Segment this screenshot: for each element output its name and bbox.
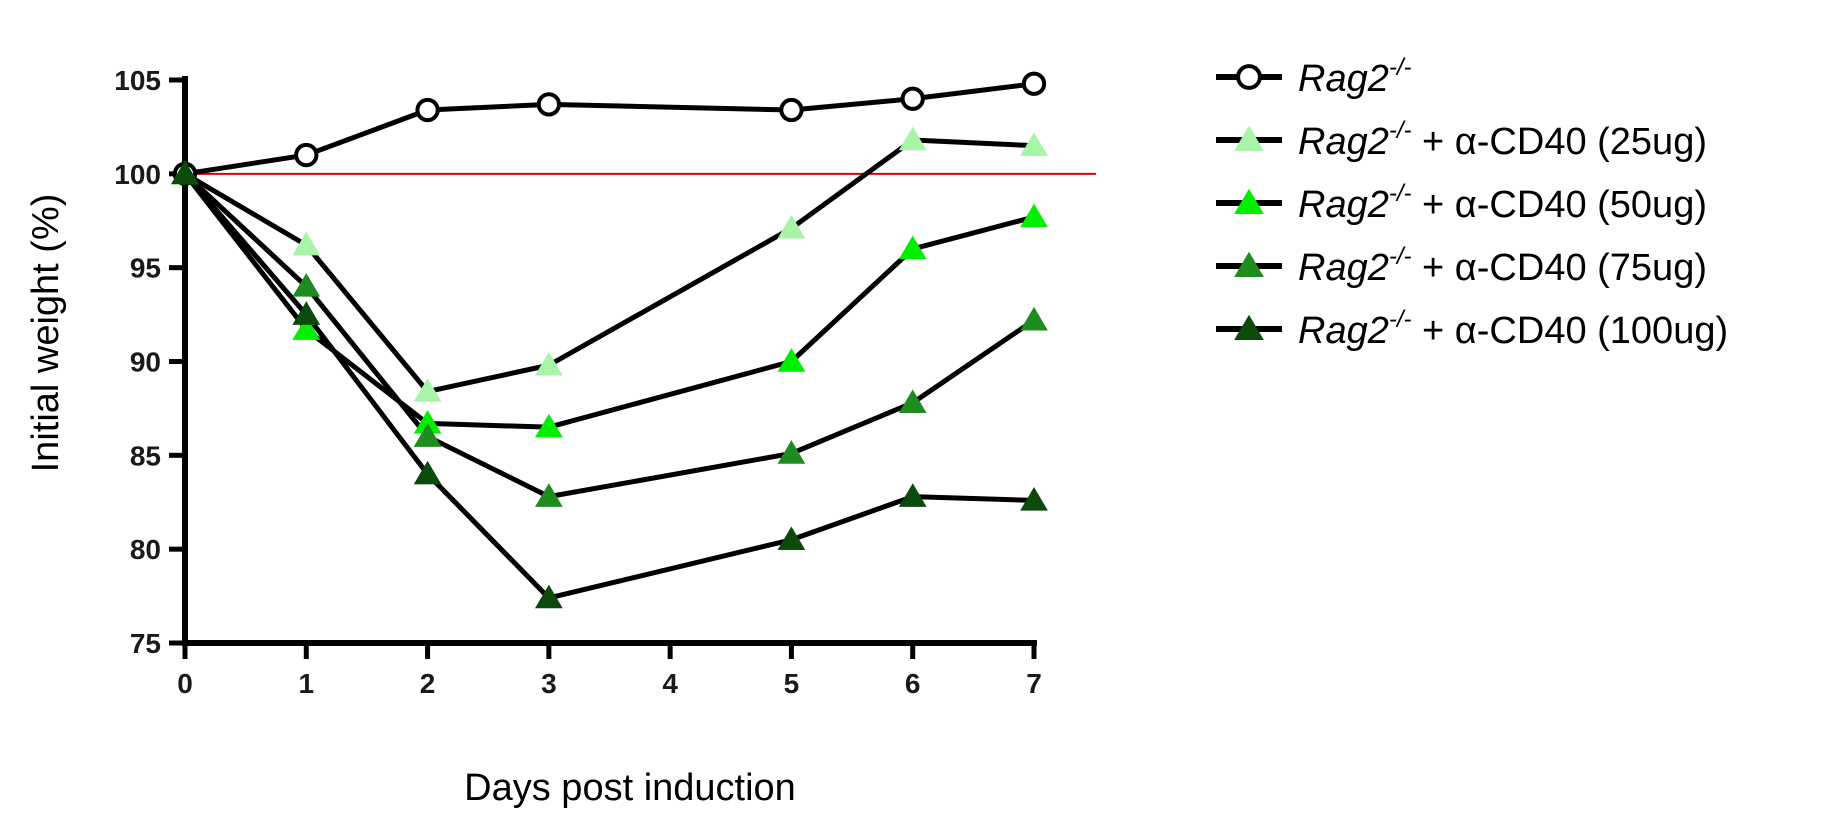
legend-marker <box>1234 125 1264 151</box>
x-tick-label: 7 <box>1026 668 1042 699</box>
data-point-s2-x6 <box>898 235 927 260</box>
y-tick-label: 90 <box>130 347 161 378</box>
y-tick-label: 100 <box>114 159 161 190</box>
legend-item-1: Rag2-/- + α-CD40 (25ug) <box>1216 117 1707 163</box>
data-point-s1-x2 <box>413 378 442 402</box>
data-point-s4-x1 <box>292 301 321 325</box>
y-tick-label: 75 <box>130 628 161 659</box>
data-point-s1-x1 <box>292 231 321 256</box>
data-point-s3-x1 <box>292 273 321 297</box>
x-tick-label: 1 <box>298 668 314 699</box>
data-point-s2-x1 <box>292 316 321 340</box>
data-point-s2-x5 <box>777 348 806 372</box>
data-point-s1-x3 <box>534 351 563 376</box>
x-tick-label: 6 <box>905 668 921 699</box>
data-point-s4-x2 <box>413 460 442 485</box>
data-point-s1-x6 <box>898 126 927 151</box>
data-point-s3-x7 <box>1020 306 1048 331</box>
legend-label: Rag2-/- <box>1298 54 1412 100</box>
data-point-s1-x7 <box>1020 132 1048 156</box>
legend-label: Rag2-/- + α-CD40 (25ug) <box>1298 117 1707 163</box>
series-line-4 <box>183 172 1035 601</box>
legend-item-4: Rag2-/- + α-CD40 (100ug) <box>1216 306 1728 352</box>
data-point-s0-x7 <box>1021 71 1047 96</box>
data-point-s4-x0 <box>171 160 199 185</box>
legend-label: Rag2-/- + α-CD40 (100ug) <box>1298 306 1728 352</box>
legend: Rag2-/- Rag2-/- + α-CD40 (25ug) Rag2-/- + … <box>1216 54 1728 352</box>
axes: 75 80 85 90 95 100 105 0 1 2 3 4 5 6 7 <box>114 65 1042 699</box>
data-point-s0-x2 <box>415 97 440 123</box>
data-point-s0-x3 <box>536 92 561 117</box>
legend-marker <box>1234 251 1264 277</box>
x-tick-label: 3 <box>541 668 557 699</box>
legend-marker <box>1234 188 1264 214</box>
legend-item-2: Rag2-/- + α-CD40 (50ug) <box>1216 180 1707 226</box>
data-point-s2-x3 <box>534 413 563 438</box>
data-point-s3-x6 <box>898 389 927 414</box>
data-point-s3-x3 <box>534 483 563 507</box>
data-point-s3-x2 <box>413 423 442 447</box>
series-line-1 <box>183 137 1035 395</box>
legend-item-0: Rag2-/- <box>1216 54 1412 100</box>
legend-marker <box>1234 314 1264 340</box>
y-tick-label: 95 <box>130 253 161 284</box>
data-point-s1-x5 <box>777 214 806 239</box>
series-line-2 <box>183 172 1035 430</box>
legend-marker <box>1236 64 1262 90</box>
x-axis-title: Days post induction <box>464 767 796 809</box>
legend-label: Rag2-/- + α-CD40 (75ug) <box>1298 243 1707 289</box>
x-tick-label: 4 <box>662 668 678 699</box>
data-point-s0-x5 <box>779 97 804 123</box>
series-group <box>171 71 1048 609</box>
legend-label: Rag2-/- + α-CD40 (50ug) <box>1298 180 1707 226</box>
data-point-s4-x6 <box>898 483 927 507</box>
data-point-s3-x5 <box>777 440 806 464</box>
y-tick-label: 80 <box>130 534 161 565</box>
y-tick-label: 85 <box>130 440 161 471</box>
data-point-s4-x7 <box>1020 487 1048 511</box>
data-point-s2-x7 <box>1020 203 1048 228</box>
data-point-s0-x1 <box>294 142 319 168</box>
data-point-s4-x3 <box>534 584 563 609</box>
y-tick-label: 105 <box>114 65 161 96</box>
x-tick-label: 5 <box>784 668 800 699</box>
legend-item-3: Rag2-/- + α-CD40 (75ug) <box>1216 243 1707 289</box>
x-tick-label: 2 <box>420 668 436 699</box>
data-point-s0-x6 <box>900 86 925 111</box>
y-axis-title: Initial weight (%) <box>25 194 67 473</box>
data-point-s4-x5 <box>777 526 806 551</box>
x-tick-label: 0 <box>177 668 193 699</box>
